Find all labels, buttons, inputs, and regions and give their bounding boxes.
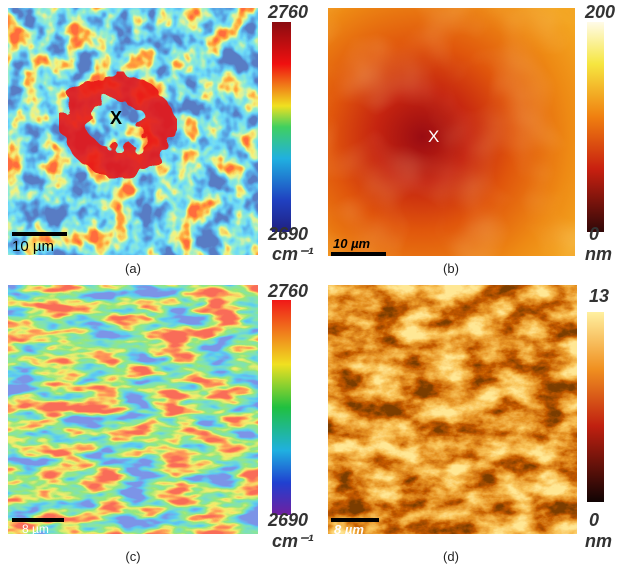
panel-d: 8 µm 13 0 nm (d) [328,285,612,564]
colorbar-unit: nm [585,531,612,551]
scale-bar-label: 8 µm [22,522,49,536]
panel-c: 8 µm 2760 2690 cm⁻¹ (c) [8,281,314,564]
scale-bar [12,232,67,236]
scale-bar-label: 10 µm [12,238,54,255]
raman-map [8,8,258,255]
colorbar [587,312,604,502]
panel-label: (b) [443,261,459,276]
scale-bar [12,518,64,522]
colorbar-max: 2760 [267,281,308,301]
colorbar-min: 2690 [267,510,308,530]
panel-a: X 10 µm 2760 2690 cm⁻¹ (a) [8,2,314,276]
panel-label: (c) [125,549,140,564]
scale-bar-label: 10 µm [333,236,371,251]
colorbar-min: 0 [589,224,599,244]
raman-map [8,285,258,534]
colorbar-unit: cm⁻¹ [272,531,314,551]
colorbar-unit: nm [585,244,612,264]
scale-bar [331,518,379,522]
colorbar [587,22,604,232]
panel-b: X 10 µm 200 0 nm (b) [328,2,615,276]
raman-ring [63,74,173,176]
colorbar-min: 0 [589,510,599,530]
location-marker: X [428,127,439,146]
location-marker: X [110,108,122,128]
scale-bar [331,252,386,256]
colorbar [272,22,291,232]
colorbar-min: 2690 [267,224,308,244]
afm-texture [328,8,575,256]
colorbar-max: 200 [584,2,615,22]
afm-map [328,285,577,534]
colorbar-max: 13 [589,286,609,306]
colorbar [272,300,291,515]
colorbar-unit: cm⁻¹ [272,244,314,264]
panel-label: (d) [443,549,459,564]
panel-label: (a) [125,261,141,276]
colorbar-max: 2760 [267,2,308,22]
scale-bar-label: 8 µm [334,522,364,537]
